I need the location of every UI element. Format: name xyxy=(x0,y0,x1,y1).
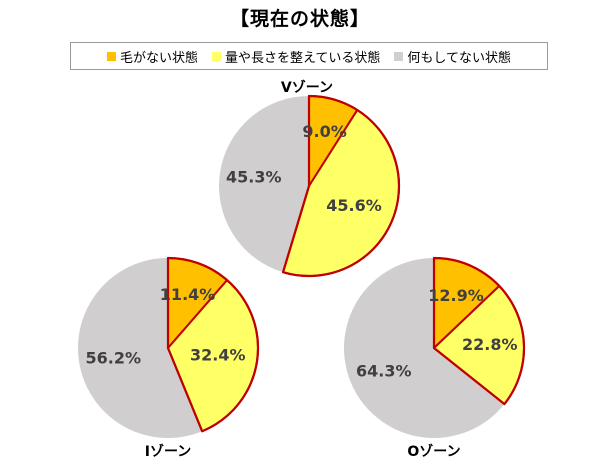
zone-title: Iゾーン xyxy=(145,443,192,460)
legend-label: 何もしてない状態 xyxy=(407,50,511,66)
slice-value-label: 64.3% xyxy=(356,362,412,381)
highlight-outline xyxy=(432,256,526,406)
zone-title: Oゾーン xyxy=(407,443,460,460)
legend: 毛がない状態 量や長さを整えている状態 何もしてない状態 xyxy=(70,42,548,70)
slice-value-label: 56.2% xyxy=(85,348,141,367)
legend-swatch-yellow xyxy=(212,51,222,61)
highlight-outline xyxy=(166,256,260,433)
slice-value-label: 32.4% xyxy=(190,346,246,365)
legend-swatch-orange xyxy=(107,51,116,61)
slice-value-label: 45.3% xyxy=(226,167,282,186)
pie-chart: 11.4% 32.4% 56.2% Iゾーン xyxy=(78,256,260,460)
slice-untouched xyxy=(78,258,203,438)
pie-chart: 12.9% 22.8% 64.3% Oゾーン xyxy=(344,256,526,460)
highlight-outline xyxy=(281,94,401,278)
legend-label: 量や長さを整えている状態 xyxy=(225,50,381,66)
slice-untouched xyxy=(218,96,309,273)
slice-value-label: 12.9% xyxy=(428,286,484,305)
legend-item-nothing: 何もしてない状態 xyxy=(394,47,511,66)
pie-chart: 9.0% 45.6% 45.3% Vゾーン xyxy=(218,79,401,278)
slice-value-label: 22.8% xyxy=(462,335,518,354)
legend-item-none: 毛がない状態 xyxy=(107,47,198,66)
legend-item-trimmed: 量や長さを整えている状態 xyxy=(212,47,380,66)
legend-label: 毛がない状態 xyxy=(120,50,199,66)
legend-swatch-gray xyxy=(394,51,404,61)
slice-value-label: 9.0% xyxy=(302,122,346,141)
slice-value-label: 45.6% xyxy=(326,196,382,215)
chart-title: 【現在の状態】 xyxy=(229,8,370,30)
slice-untouched xyxy=(344,258,505,438)
slice-value-label: 11.4% xyxy=(160,285,216,304)
zone-title: Vゾーン xyxy=(281,79,333,96)
